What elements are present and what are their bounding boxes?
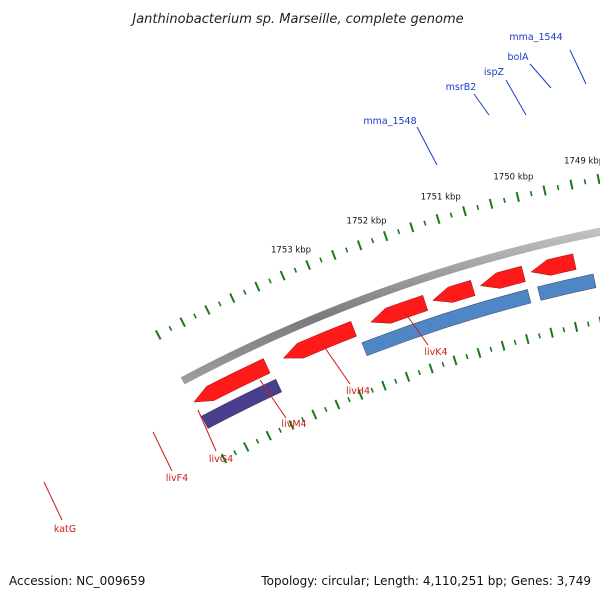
scale-tick (358, 241, 361, 250)
scale-tick (453, 356, 456, 366)
cds-bar (538, 274, 597, 300)
scale-tick (395, 379, 397, 384)
scale-tick (430, 364, 433, 373)
gene-leader-line (44, 482, 62, 520)
gene-leader-line (506, 80, 526, 115)
scale-tick (384, 231, 387, 240)
scale-tick (451, 213, 452, 218)
scale-tick (406, 372, 409, 381)
scale-tick (156, 331, 161, 340)
scale-tick (466, 354, 468, 359)
scale-tick (312, 410, 316, 419)
scale-tick (194, 314, 196, 318)
map-title: Janthinobacterium sp. Marseille, complet… (129, 12, 463, 27)
scale-tick (550, 328, 552, 338)
scale-tick (502, 341, 505, 351)
scale-tick (332, 250, 336, 259)
scale-tick (398, 229, 400, 234)
tick-label: 1750 kbp (493, 172, 533, 182)
scale-tick (539, 333, 540, 338)
scale-tick (382, 381, 386, 390)
scale-tick (442, 362, 444, 367)
gene-label-livg4[interactable]: livG4 (209, 454, 233, 465)
scale-tick (463, 206, 466, 216)
gene-label-livk4[interactable]: livK4 (424, 347, 447, 358)
tick-label: 1749 kbp (564, 157, 600, 167)
scale-tick (267, 431, 271, 440)
scale-tick (588, 322, 589, 327)
scale-tick (348, 397, 350, 402)
gene-label-mma-1544[interactable]: mma_1544 (509, 32, 562, 43)
gene-leader-line (530, 64, 551, 88)
scale-tick (526, 334, 529, 344)
scale-tick (325, 407, 327, 412)
gene-label-livm4[interactable]: livM4 (281, 419, 306, 430)
gene-label-bola[interactable]: bolA (508, 52, 529, 63)
scale-tick (478, 348, 481, 358)
scale-tick (515, 340, 516, 345)
scale-tick (490, 199, 493, 209)
scale-tick (320, 258, 322, 263)
scale-tick (269, 279, 271, 284)
scale-tick (244, 442, 249, 451)
gene-leader-line (323, 345, 350, 384)
scale-tick (255, 282, 259, 291)
forward-gene-arrow (480, 266, 525, 288)
gene-leader-line (570, 50, 586, 84)
scale-tick (504, 198, 505, 203)
scale-tick (281, 271, 285, 280)
scale-tick (557, 185, 558, 190)
scale-tick (570, 180, 572, 190)
gene-label-livh4[interactable]: livH4 (346, 386, 370, 397)
feature-tracks (181, 174, 600, 438)
scale-tick (424, 221, 426, 226)
scale-tick (256, 439, 258, 443)
scale-tick (477, 205, 478, 210)
scale-tick (230, 294, 234, 303)
scale-tick (205, 305, 209, 314)
gene-leader-line (153, 432, 172, 471)
scale-tick (346, 248, 348, 253)
tick-label: 1752 kbp (347, 217, 387, 227)
scale-tick (575, 322, 577, 332)
gene-label-ispz[interactable]: ispZ (484, 67, 505, 78)
forward-gene-arrow (371, 295, 428, 323)
scale-tick (543, 186, 545, 196)
forward-gene-arrow (433, 280, 475, 302)
accession-text: Accession: NC_009659 (9, 574, 145, 588)
scale-tick (585, 179, 586, 184)
scale-tick (410, 223, 413, 233)
scale-tick (563, 327, 564, 332)
gene-label-livf4[interactable]: livF4 (166, 473, 188, 484)
scale-tick (169, 326, 171, 330)
gene-leader-line (474, 94, 489, 115)
forward-gene-arrow (531, 254, 576, 275)
gene-label-katg[interactable]: katG (54, 524, 76, 535)
topology-text: Topology: circular; Length: 4,110,251 bp… (260, 574, 591, 588)
scale-tick (598, 174, 600, 184)
scale-tick (372, 238, 374, 243)
scale-tick (306, 260, 310, 269)
gene-label-mma-1548[interactable]: mma_1548 (363, 116, 416, 127)
tick-label: 1751 kbp (421, 192, 461, 202)
scale-tick (490, 347, 491, 352)
scale-tick (437, 214, 440, 224)
scale-tick (234, 450, 236, 454)
tick-label: 1753 kbp (271, 246, 311, 256)
scale-tick (371, 388, 373, 393)
gene-leader-line (417, 127, 437, 165)
scale-tick (180, 318, 185, 327)
scale-tick (531, 191, 532, 196)
scale-tick (244, 290, 246, 295)
gene-label-msrb2[interactable]: msrB2 (446, 82, 477, 93)
scale-tick (219, 302, 221, 307)
scale-tick (335, 400, 339, 409)
scale-tick (517, 192, 519, 202)
scale-tick (294, 268, 296, 273)
scale-tick (418, 370, 420, 375)
